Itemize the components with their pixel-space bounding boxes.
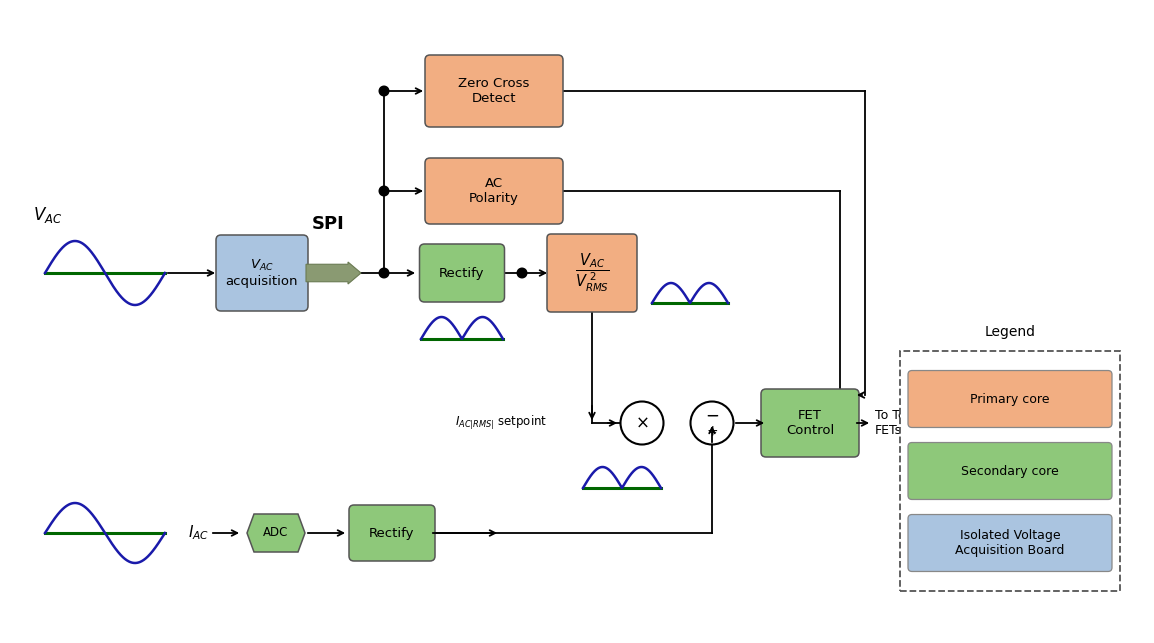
Circle shape [621,401,664,444]
Text: Rectify: Rectify [369,527,414,539]
Text: $\dfrac{V_{AC}}{V_{RMS}^{\ 2}}$: $\dfrac{V_{AC}}{V_{RMS}^{\ 2}}$ [575,252,609,294]
Text: Legend: Legend [984,325,1035,339]
Text: $\times$: $\times$ [635,414,649,432]
Text: $V_{AC}$: $V_{AC}$ [33,205,62,225]
Circle shape [380,86,389,96]
Text: Rectify: Rectify [440,266,485,280]
Text: $-$
$+$: $-$ $+$ [706,408,718,438]
FancyBboxPatch shape [908,442,1112,500]
Text: FET
Control: FET Control [786,409,834,437]
Text: AC
Polarity: AC Polarity [469,177,519,205]
Circle shape [690,401,734,444]
FancyBboxPatch shape [420,244,504,302]
Polygon shape [247,514,305,552]
Text: To Totem Pole
FETs: To Totem Pole FETs [875,409,960,437]
FancyBboxPatch shape [908,370,1112,428]
Circle shape [517,268,526,278]
Circle shape [380,186,389,196]
Text: Zero Cross
Detect: Zero Cross Detect [458,77,530,105]
FancyBboxPatch shape [216,235,308,311]
FancyBboxPatch shape [900,351,1121,591]
Text: Isolated Voltage
Acquisition Board: Isolated Voltage Acquisition Board [956,529,1065,557]
Text: Primary core: Primary core [971,392,1050,406]
FancyBboxPatch shape [425,55,563,127]
Text: SPI: SPI [312,215,344,233]
Text: $V_{AC}$
acquisition: $V_{AC}$ acquisition [226,258,298,288]
Text: $+$: $+$ [707,428,717,439]
Circle shape [380,268,389,278]
FancyBboxPatch shape [425,158,563,224]
FancyBboxPatch shape [908,514,1112,572]
Text: Secondary core: Secondary core [961,464,1059,478]
FancyBboxPatch shape [349,505,435,561]
Text: $-$: $-$ [705,406,719,424]
Text: ADC: ADC [263,527,288,539]
Text: $I_{AC}$: $I_{AC}$ [188,523,209,542]
FancyBboxPatch shape [760,389,859,457]
Text: $I_{AC|RMS|}$ setpoint: $I_{AC|RMS|}$ setpoint [455,414,547,432]
FancyBboxPatch shape [547,234,637,312]
FancyArrow shape [306,262,361,284]
